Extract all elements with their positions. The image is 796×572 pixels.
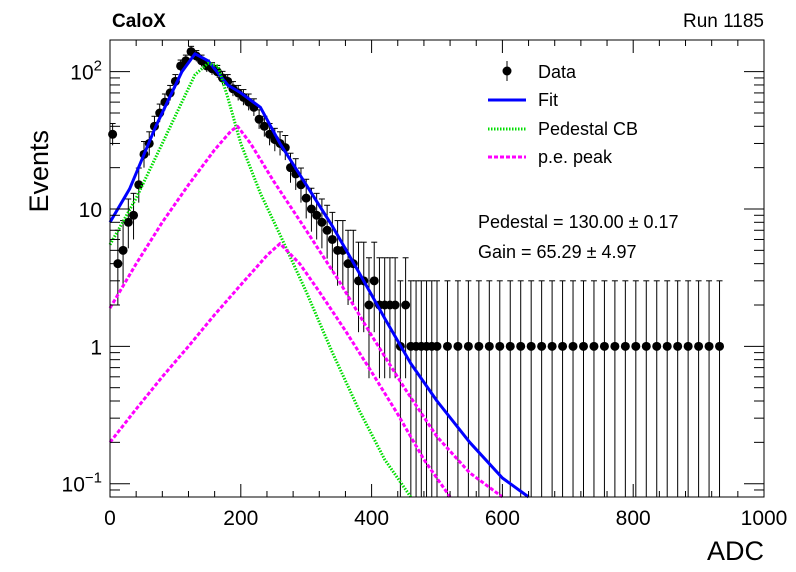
data-point — [108, 129, 118, 139]
data-point — [578, 341, 588, 351]
run-label: Run 1185 — [683, 11, 764, 32]
y-tick-label: 10−1 — [62, 470, 102, 497]
data-point — [442, 341, 452, 351]
data-point — [254, 114, 264, 124]
data-point — [683, 341, 693, 351]
data-point — [463, 341, 473, 351]
axes: 0 200 400 600 800 1000 10−1 1 10 102 — [62, 40, 788, 530]
data-point — [547, 341, 557, 351]
pe-peak-curve — [108, 124, 504, 499]
x-tick-label: 800 — [616, 507, 651, 530]
data-point — [390, 300, 400, 310]
data-point — [312, 210, 322, 220]
plot-frame — [109, 39, 765, 498]
data-point — [673, 341, 683, 351]
y-tick-label: 1 — [90, 336, 102, 359]
pedestal-annotation: Pedestal = 130.00 ± 0.17 — [478, 212, 679, 232]
y-tick-label: 10 — [79, 199, 102, 222]
data-point — [526, 341, 536, 351]
data-point — [495, 341, 505, 351]
data-point — [364, 300, 374, 310]
data-point — [369, 276, 379, 286]
data-point — [568, 341, 578, 351]
data-point — [474, 341, 484, 351]
data-point — [599, 341, 609, 351]
data-point — [505, 341, 515, 351]
data-point — [453, 341, 463, 351]
x-tick-label: 1000 — [741, 507, 788, 530]
data-point — [704, 341, 714, 351]
data-point — [123, 217, 133, 227]
data-point — [620, 341, 630, 351]
data-point — [118, 245, 128, 255]
data-point — [715, 341, 725, 351]
data-point — [631, 341, 641, 351]
curve-layer — [108, 52, 530, 499]
x-tick-label: 200 — [223, 507, 258, 530]
x-tick-label: 600 — [485, 507, 520, 530]
data-point — [129, 210, 139, 220]
legend-label-pedestal: Pedestal CB — [538, 119, 638, 139]
fit-curve — [108, 52, 530, 499]
data-point — [610, 341, 620, 351]
data-point — [558, 341, 568, 351]
data-point — [259, 121, 269, 131]
data-point — [662, 341, 672, 351]
data-point — [301, 193, 311, 203]
pedestal-cb-curve — [108, 61, 413, 498]
data-point — [306, 204, 316, 214]
y-axis-label: Events — [24, 130, 54, 213]
legend-label-pe: p.e. peak — [538, 147, 613, 167]
data-point — [432, 341, 442, 351]
gain-annotation: Gain = 65.29 ± 4.97 — [478, 242, 637, 262]
y-tick-label: 102 — [70, 58, 102, 85]
legend: Data Fit Pedestal CB p.e. peak — [488, 61, 638, 167]
x-tick-label: 400 — [354, 507, 389, 530]
experiment-label: CaloX — [112, 11, 166, 32]
data-point — [641, 341, 651, 351]
data-layer — [108, 45, 725, 497]
legend-label-data: Data — [538, 62, 577, 82]
x-axis-label: ADC — [707, 536, 764, 566]
data-point — [537, 341, 547, 351]
data-point — [317, 217, 327, 227]
x-tick-label: 0 — [104, 507, 116, 530]
legend-label-fit: Fit — [538, 90, 558, 110]
data-point — [652, 341, 662, 351]
data-point — [134, 180, 144, 190]
data-point — [401, 300, 411, 310]
pe-peak-curve — [108, 242, 452, 498]
data-point — [589, 341, 599, 351]
data-point — [484, 341, 494, 351]
data-point — [516, 341, 526, 351]
legend-data-marker — [502, 61, 512, 81]
data-point — [322, 225, 332, 235]
data-point — [327, 234, 337, 244]
data-point — [694, 341, 704, 351]
